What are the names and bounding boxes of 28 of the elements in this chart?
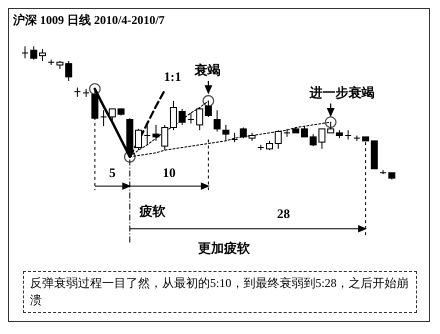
chart-title: 沪深 1009 日线 2010/4-2010/7 (12, 13, 165, 27)
point (89, 83, 101, 95)
candlestick (274, 130, 282, 150)
candlestick (21, 46, 28, 59)
text: 反弹衰弱过程一目了然，从最初的5:10，到最终衰弱到5:28，之后开始崩溃 (23, 271, 417, 313)
candlestick (38, 48, 46, 62)
text: 疲软 (138, 203, 166, 218)
candlestick (266, 140, 274, 151)
text: 更加疲软 (198, 240, 252, 256)
point (202, 95, 214, 107)
point (324, 116, 337, 128)
candlestick (187, 112, 194, 124)
point (124, 150, 136, 163)
annotation: 10 (162, 164, 176, 180)
candlestick (344, 130, 352, 140)
candlestick (74, 87, 81, 98)
candlestick (30, 46, 38, 60)
annotation: 进一步衰竭 (308, 84, 375, 100)
candlestick (222, 124, 230, 142)
text: 28 (277, 206, 290, 222)
annotation: 5 (109, 164, 116, 180)
annotation: 1:1 (164, 68, 182, 84)
candlestick (100, 110, 108, 127)
candlestick (144, 122, 151, 146)
candlestick (214, 110, 221, 132)
candlestick (231, 132, 238, 143)
candlestick (196, 107, 204, 131)
annotation: 衰竭 (194, 62, 221, 78)
